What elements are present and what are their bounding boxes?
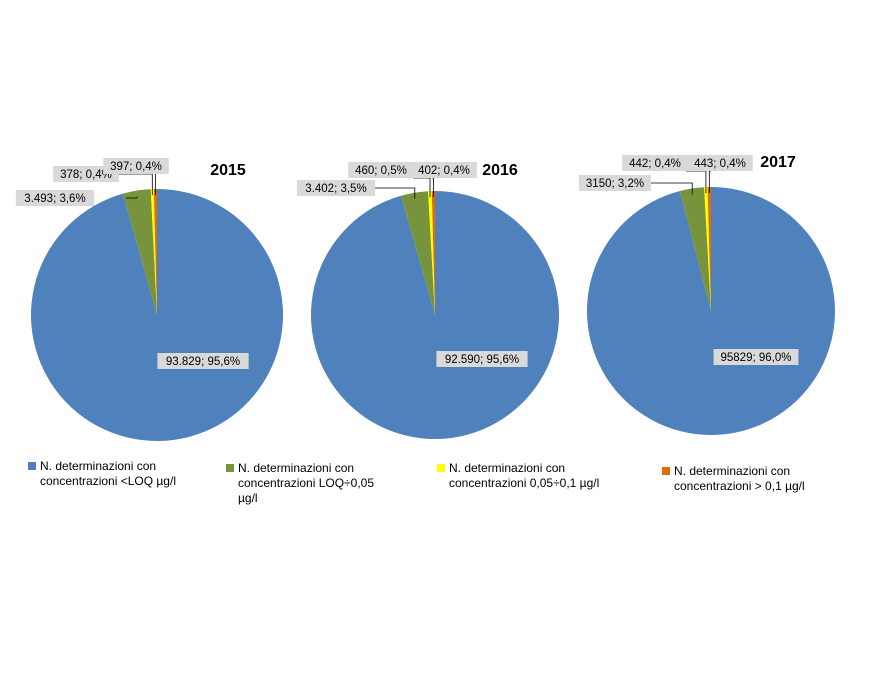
data-label: 397; 0,4% [110,161,162,173]
pie-slice [122,189,157,315]
pie-chart-2016: 2016 92.590; 95,6% 3.402; 3,5% 460; 0,5% 402… [296,162,559,440]
chart-title: 2017 [760,154,796,171]
leader-line [126,196,138,199]
data-label-box [53,166,119,182]
data-label: 443; 0,4% [694,158,746,170]
data-label-box [348,162,414,178]
legend-swatch-yellow [437,464,445,472]
pie-slice [704,187,711,311]
data-label-box [687,155,753,171]
legend-item-005-01: N. determinazioni con concentrazioni 0,0… [437,461,602,491]
pie-slice [586,187,835,435]
data-label-box [157,353,249,369]
data-label-box [296,180,376,196]
pie-slice [153,188,157,315]
data-label: 460; 0,5% [355,165,407,177]
chart-title: 2015 [210,162,246,179]
legend-label: N. determinazioni con concentrazioni > 0… [674,464,805,493]
data-label-box [15,190,95,206]
pie-slice [31,189,284,441]
data-label-box [713,349,799,365]
data-label: 93.829; 95,6% [166,356,240,368]
data-label: 3.402; 3,5% [305,183,366,195]
data-label-box [436,351,528,367]
data-label: 402; 0,4% [418,165,470,177]
data-label: 95829; 96,0% [721,352,792,364]
pie-slice [150,189,157,315]
pie-chart-2015: 2015 93.829; 95,6% 3.493; 3,6% 378; 0,4%397… [15,158,284,441]
chart-title: 2016 [482,162,518,179]
data-label-box [411,162,477,178]
pie-slice [707,187,711,311]
data-label: 442; 0,4% [629,158,681,170]
data-label: 378; 0,4% [60,169,112,181]
data-label: 92.590; 95,6% [445,354,519,366]
data-label-box [579,175,651,191]
pie-slice [428,191,435,315]
legend-item-loq-005: N. determinazioni con concentrazioni LOQ… [226,461,391,506]
legend-label: N. determinazioni con concentrazioni 0,0… [449,461,600,490]
legend-swatch-blue [28,462,36,470]
pie-chart-2017: 2017 95829; 96,0% 3150; 3,2% 442; 0,4% 443; … [579,154,835,435]
pie-slice [310,191,559,440]
legend-item-loq: N. determinazioni con concentrazioni <LO… [28,459,208,489]
legend-label: N. determinazioni con concentrazioni LOQ… [238,461,374,505]
legend-swatch-green [226,464,234,472]
legend-swatch-orange [662,467,670,475]
pie-slice [401,191,435,315]
legend-item-gt-01: N. determinazioni con concentrazioni > 0… [662,464,827,494]
leader-line [646,182,693,195]
data-label-box [103,158,169,174]
pie-slice [431,190,435,315]
pie-slice [679,187,711,311]
data-label: 3.493; 3,6% [24,193,85,205]
data-label: 3150; 3,2% [586,178,644,190]
legend-label: N. determinazioni con concentrazioni <LO… [40,459,176,488]
leader-line [369,187,416,199]
data-label-box [622,155,688,171]
